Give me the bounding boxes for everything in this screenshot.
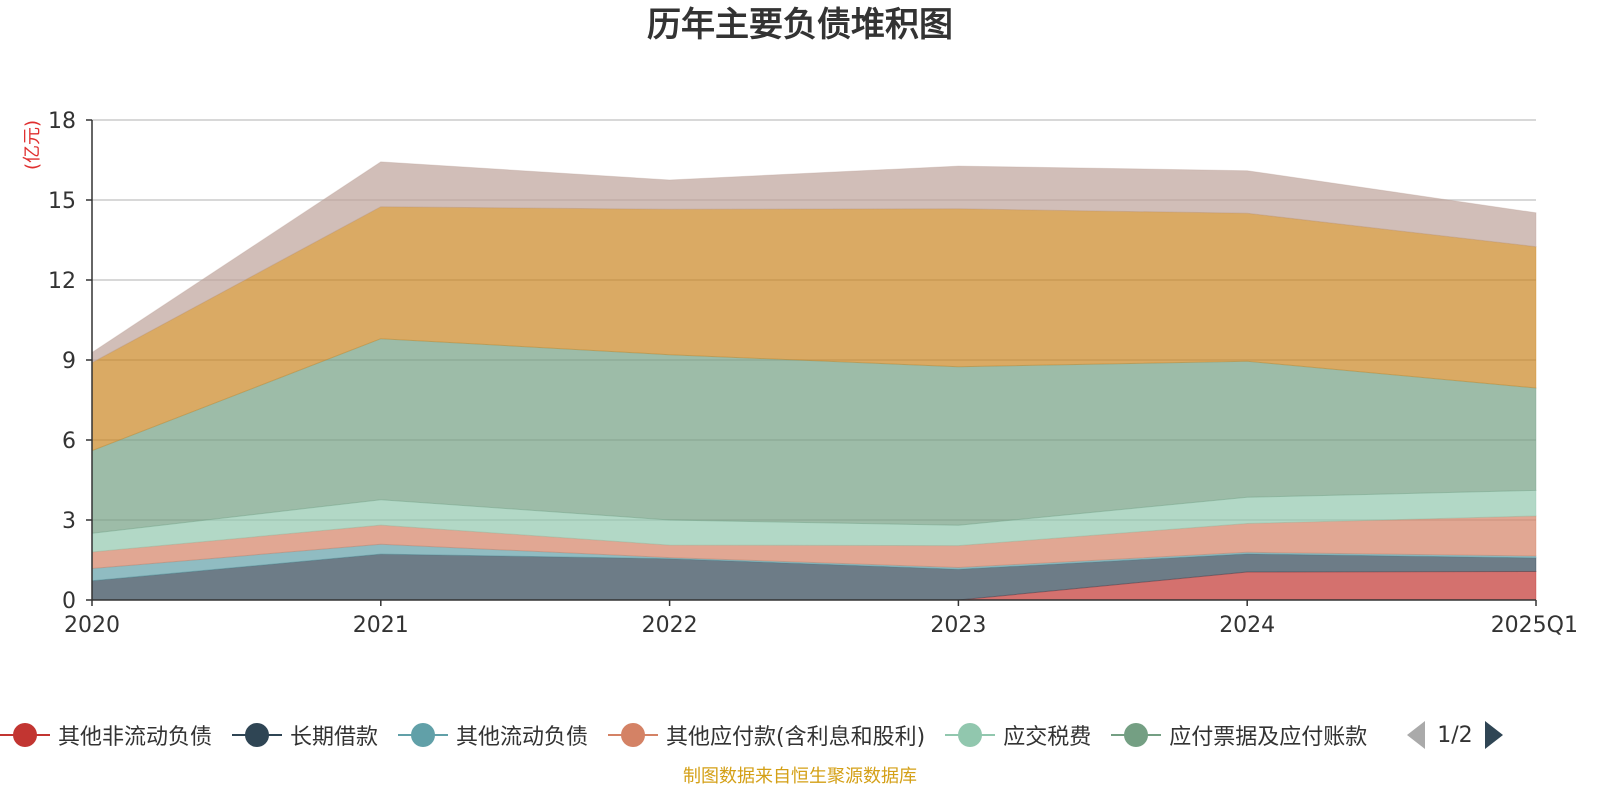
y-tick-label: 15 <box>48 189 76 214</box>
pager-next-arrow-icon[interactable] <box>1484 721 1503 749</box>
x-tick-label: 2024 <box>1219 613 1275 638</box>
y-tick-label: 3 <box>62 509 76 534</box>
legend-marker-icon <box>232 722 283 748</box>
legend-item-1[interactable]: 长期借款 <box>232 719 378 751</box>
legend-marker-icon <box>1111 722 1162 748</box>
x-tick-label: 2025Q1 <box>1491 613 1578 638</box>
legend-item-0[interactable]: 其他非流动负债 <box>0 719 212 751</box>
legend-item-3[interactable]: 其他应付款(含利息和股利) <box>608 719 925 751</box>
x-tick-label: 2021 <box>353 613 409 638</box>
y-tick-label: 6 <box>62 429 76 454</box>
area-series-layer <box>91 161 1537 601</box>
pager-prev-arrow-icon[interactable] <box>1407 721 1426 749</box>
legend-label: 应付票据及应付账款 <box>1169 725 1368 750</box>
legend-label: 其他应付款(含利息和股利) <box>666 725 926 750</box>
source-note: 制图数据来自恒生聚源数据库 <box>683 766 917 787</box>
pager-page-indicator: 1/2 <box>1437 722 1473 748</box>
legend-marker-icon <box>398 722 449 748</box>
y-tick-label: 18 <box>48 109 76 134</box>
chart-title: 历年主要负债堆积图 <box>647 5 953 45</box>
legend-marker-icon <box>608 722 659 748</box>
legend-label: 其他非流动负债 <box>58 725 213 750</box>
x-tick-label: 2022 <box>642 613 698 638</box>
legend-label: 长期借款 <box>290 725 379 750</box>
area-series-7[interactable] <box>91 161 1537 364</box>
y-axis-unit-label: (亿元) <box>22 120 43 170</box>
legend-item-2[interactable]: 其他流动负债 <box>398 719 588 751</box>
legend-marker-icon <box>945 722 996 748</box>
axes: 0 3 6 9 12 15 18 2020 2021 2022 2023 2024 2025Q1 <box>48 109 1578 638</box>
legend: 其他非流动负债 长期借款 其他流动负债 其他应付款(含利息和股利) 应交税费 应付票据及应… <box>0 715 1600 755</box>
legend-label: 应交税费 <box>1003 725 1092 750</box>
y-tick-label: 0 <box>62 589 76 614</box>
legend-item-5[interactable]: 应付票据及应付账款 <box>1111 719 1367 751</box>
y-tick-label: 12 <box>48 269 76 294</box>
x-tick-label: 2020 <box>64 613 120 638</box>
legend-item-4[interactable]: 应交税费 <box>945 719 1091 751</box>
legend-pager: 1/2 <box>1407 721 1503 749</box>
legend-label: 其他流动负债 <box>456 725 589 750</box>
y-tick-label: 9 <box>62 349 76 374</box>
legend-marker-icon <box>0 722 50 748</box>
x-tick-label: 2023 <box>930 613 986 638</box>
